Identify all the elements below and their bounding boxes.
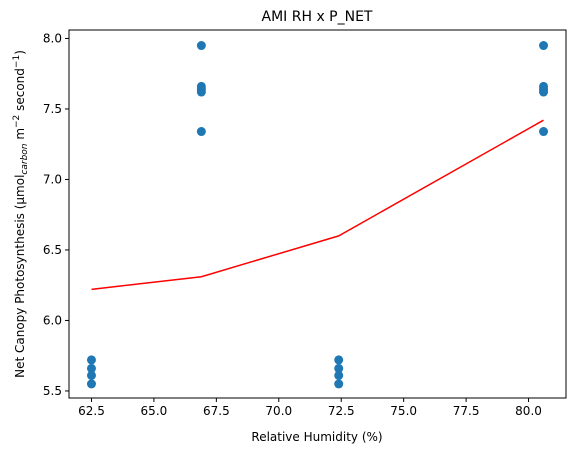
scatter-point — [86, 355, 96, 365]
plot-frame — [68, 29, 567, 399]
scatter-point — [196, 127, 206, 137]
scatter-point — [539, 127, 549, 137]
scatter-point — [334, 363, 344, 373]
y-axis: 5.5 6.0 6.5 7.0 7.5 8.0 — [43, 31, 69, 398]
x-axis: 62.5 65.0 67.5 70.0 72.5 75.0 77.5 80.0 — [78, 398, 542, 418]
x-tick-label: 62.5 — [78, 404, 105, 418]
data-marks — [86, 41, 549, 389]
plot-area — [68, 29, 567, 399]
y-tick-label: 6.5 — [43, 243, 62, 257]
x-tick-label: 65.0 — [141, 404, 168, 418]
y-label-part: Net Canopy Photosynthesis (µmol — [13, 175, 27, 378]
scatter-point — [196, 41, 206, 51]
y-label-part: m — [13, 128, 27, 144]
y-tick-label: 5.5 — [43, 384, 62, 398]
y-label-sub: carbon — [20, 143, 30, 174]
x-tick-label: 80.0 — [515, 404, 542, 418]
y-axis-label: Net Canopy Photosynthesis (µmolcarbon m−… — [12, 50, 30, 378]
y-tick-label: 7.5 — [43, 102, 62, 116]
y-tick-label: 6.0 — [43, 313, 62, 327]
scatter-point — [334, 379, 344, 389]
y-tick-label: 8.0 — [43, 31, 62, 45]
scatter-point — [539, 41, 549, 51]
scatter-point — [539, 87, 549, 97]
y-tick-label: 7.0 — [43, 172, 62, 186]
scatter-point — [196, 87, 206, 97]
chart-title: AMI RH x P_NET — [262, 9, 373, 25]
x-tick-label: 72.5 — [328, 404, 355, 418]
x-tick-label: 67.5 — [203, 404, 230, 418]
trend-line — [91, 119, 544, 291]
scatter-point — [86, 370, 96, 380]
x-axis-label: Relative Humidity (%) — [251, 430, 382, 444]
y-label-sup: −2 — [12, 115, 22, 128]
scatter-point — [334, 355, 344, 365]
x-tick-label: 77.5 — [453, 404, 480, 418]
scatter-point — [334, 370, 344, 380]
scatter-point — [86, 363, 96, 373]
x-tick-label: 70.0 — [265, 404, 292, 418]
y-label-sup: −1 — [12, 55, 22, 68]
x-tick-label: 75.0 — [390, 404, 417, 418]
y-label-part: ) — [13, 50, 27, 55]
scatter-point — [86, 379, 96, 389]
y-label-part: second — [13, 68, 27, 115]
